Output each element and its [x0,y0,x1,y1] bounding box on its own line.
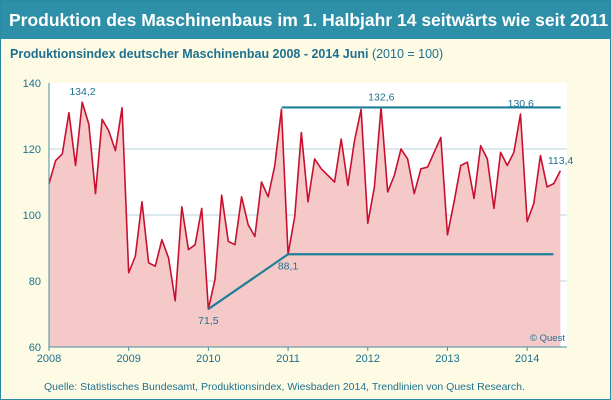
data-label-134,2: 134,2 [69,86,95,98]
y-tick-label-100: 100 [23,210,41,222]
y-tick-label-60: 60 [29,342,41,354]
x-tick-label-2014: 2014 [515,353,539,365]
headline: Produktion des Maschinenbaus im 1. Halbj… [1,1,610,39]
y-tick-label-140: 140 [23,78,41,90]
x-tick-label-2012: 2012 [356,353,380,365]
trendline-rising-support [207,253,289,310]
x-tick-label-2008: 2008 [37,353,61,365]
data-label-130,6: 130,6 [508,98,534,110]
data-label-132,6: 132,6 [368,91,394,103]
subtitle-main: Produktionsindex deutscher Maschinenbau … [10,47,369,61]
subtitle-note: (2010 = 100) [371,47,444,61]
x-tick-label-2011: 2011 [276,353,300,365]
data-label-71,5: 71,5 [198,315,219,327]
source-note: Quelle: Statistisches Bundesamt, Produkt… [44,381,525,393]
copyright-label: © Quest [530,333,565,344]
x-tick-label-2009: 2009 [116,353,140,365]
data-label-113,4: 113,4 [548,155,574,167]
chart-subtitle: Produktionsindex deutscher Maschinenbau … [10,47,443,61]
y-tick-label-120: 120 [23,144,41,156]
data-label-88,1: 88,1 [278,260,299,272]
x-tick-label-2013: 2013 [435,353,459,365]
y-tick-label-80: 80 [29,276,41,288]
series-line [48,101,562,310]
x-tick-label-2010: 2010 [196,353,220,365]
